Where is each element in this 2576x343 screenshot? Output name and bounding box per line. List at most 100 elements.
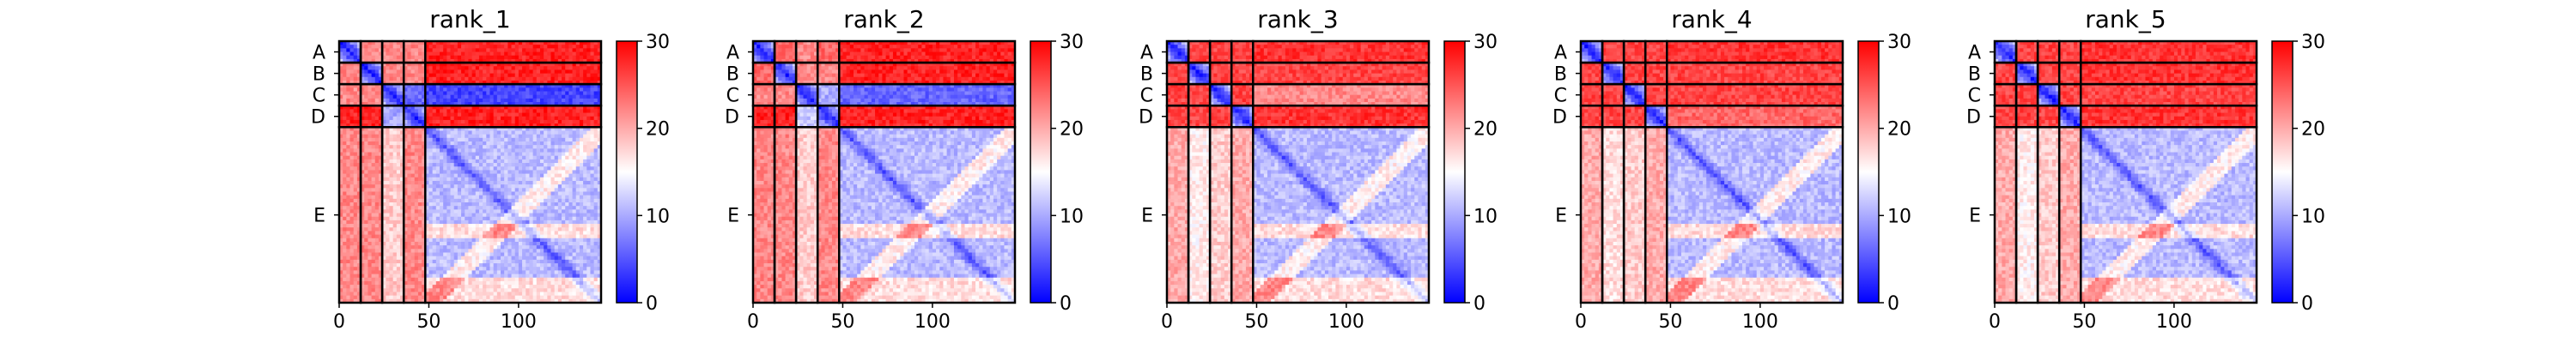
heatmap-cell bbox=[537, 56, 541, 60]
heatmap-cell bbox=[483, 235, 487, 239]
heatmap-cell bbox=[551, 238, 556, 243]
heatmap-cell bbox=[576, 91, 580, 95]
heatmap-cell bbox=[389, 196, 393, 200]
heatmap-cell bbox=[343, 220, 347, 225]
heatmap-cell bbox=[529, 66, 533, 70]
heatmap-cell bbox=[451, 260, 455, 264]
heatmap-cell bbox=[576, 263, 580, 268]
heatmap-cell bbox=[568, 77, 573, 81]
heatmap-cell bbox=[415, 138, 419, 142]
heatmap-cell bbox=[594, 48, 598, 52]
heatmap-cell bbox=[447, 214, 451, 218]
heatmap-cell bbox=[562, 263, 566, 268]
heatmap-cell bbox=[428, 245, 433, 250]
heatmap-cell bbox=[418, 292, 422, 296]
heatmap-cell bbox=[558, 109, 562, 113]
heatmap-cell bbox=[501, 267, 505, 271]
heatmap-cell bbox=[476, 77, 480, 81]
heatmap-cell bbox=[547, 138, 551, 142]
heatmap-cell bbox=[447, 220, 451, 225]
heatmap-cell bbox=[407, 135, 411, 139]
heatmap-cell bbox=[522, 159, 526, 164]
heatmap-cell bbox=[501, 202, 505, 207]
heatmap-cell bbox=[555, 199, 559, 203]
heatmap-cell bbox=[368, 288, 372, 292]
heatmap-cell bbox=[489, 130, 494, 135]
heatmap-cell bbox=[576, 117, 580, 121]
heatmap-cell bbox=[407, 231, 411, 235]
heatmap-cell bbox=[573, 188, 577, 192]
heatmap-cell bbox=[486, 199, 490, 203]
heatmap-cell bbox=[486, 181, 490, 185]
heatmap-cell bbox=[519, 74, 523, 78]
heatmap-cell bbox=[415, 214, 419, 218]
heatmap-cell bbox=[350, 260, 355, 264]
heatmap-cell bbox=[537, 74, 541, 78]
heatmap-cell bbox=[483, 109, 487, 113]
heatmap-cell bbox=[436, 120, 440, 124]
heatmap-cell bbox=[590, 156, 594, 160]
heatmap-cell bbox=[454, 166, 459, 171]
heatmap-cell bbox=[568, 196, 573, 200]
heatmap-cell bbox=[565, 69, 569, 74]
heatmap-cell bbox=[547, 48, 551, 52]
heatmap-cell bbox=[558, 196, 562, 200]
heatmap-cell bbox=[458, 245, 462, 250]
heatmap-cell bbox=[515, 156, 519, 160]
heatmap-cell bbox=[364, 260, 368, 264]
heatmap-cell bbox=[529, 156, 533, 160]
heatmap-cell bbox=[397, 156, 401, 160]
heatmap-cell bbox=[576, 181, 580, 185]
heatmap-cell bbox=[346, 196, 350, 200]
heatmap-cell bbox=[547, 117, 551, 121]
heatmap-cell bbox=[368, 148, 372, 153]
heatmap-cell bbox=[533, 141, 538, 146]
heatmap-cell bbox=[562, 74, 566, 78]
heatmap-cell bbox=[375, 199, 380, 203]
heatmap-cell bbox=[558, 166, 562, 171]
heatmap-cell bbox=[346, 263, 350, 268]
heatmap-cell bbox=[458, 48, 462, 52]
heatmap-cell bbox=[386, 69, 390, 74]
heatmap-cell bbox=[540, 166, 544, 171]
heatmap-cell bbox=[433, 227, 437, 232]
heatmap-cell bbox=[364, 69, 368, 74]
heatmap-cell bbox=[368, 66, 372, 70]
heatmap-cell bbox=[486, 235, 490, 239]
heatmap-cell bbox=[443, 249, 447, 253]
heatmap-cell bbox=[465, 45, 469, 49]
heatmap-cell bbox=[393, 138, 398, 142]
heatmap-cell bbox=[547, 256, 551, 261]
heatmap-cell bbox=[580, 148, 584, 153]
heatmap-cell bbox=[573, 138, 577, 142]
heatmap-cell bbox=[547, 191, 551, 196]
heatmap-cell bbox=[447, 217, 451, 221]
heatmap-cell bbox=[418, 91, 422, 95]
heatmap-cell bbox=[407, 113, 411, 117]
heatmap-cell bbox=[522, 267, 526, 271]
heatmap-cell bbox=[529, 91, 533, 95]
heatmap-cell bbox=[544, 113, 548, 117]
heatmap-cell bbox=[411, 245, 416, 250]
heatmap-cell bbox=[443, 227, 447, 232]
heatmap-cell bbox=[522, 170, 526, 174]
heatmap-cell bbox=[562, 45, 566, 49]
heatmap-cell bbox=[343, 48, 347, 52]
heatmap-cell bbox=[486, 231, 490, 235]
heatmap-cell bbox=[515, 184, 519, 189]
heatmap-cell bbox=[343, 170, 347, 174]
heatmap-cell bbox=[364, 163, 368, 167]
heatmap-cell bbox=[386, 145, 390, 149]
heatmap-cell bbox=[440, 87, 444, 92]
heatmap-cell bbox=[415, 260, 419, 264]
heatmap-cell bbox=[551, 263, 556, 268]
heatmap-cell bbox=[489, 170, 494, 174]
heatmap-cell bbox=[522, 52, 526, 57]
heatmap-cell bbox=[364, 249, 368, 253]
heatmap-cell bbox=[533, 274, 538, 279]
heatmap-cell bbox=[558, 130, 562, 135]
heatmap-cell bbox=[519, 66, 523, 70]
heatmap-cell bbox=[515, 188, 519, 192]
heatmap-cell bbox=[586, 191, 591, 196]
